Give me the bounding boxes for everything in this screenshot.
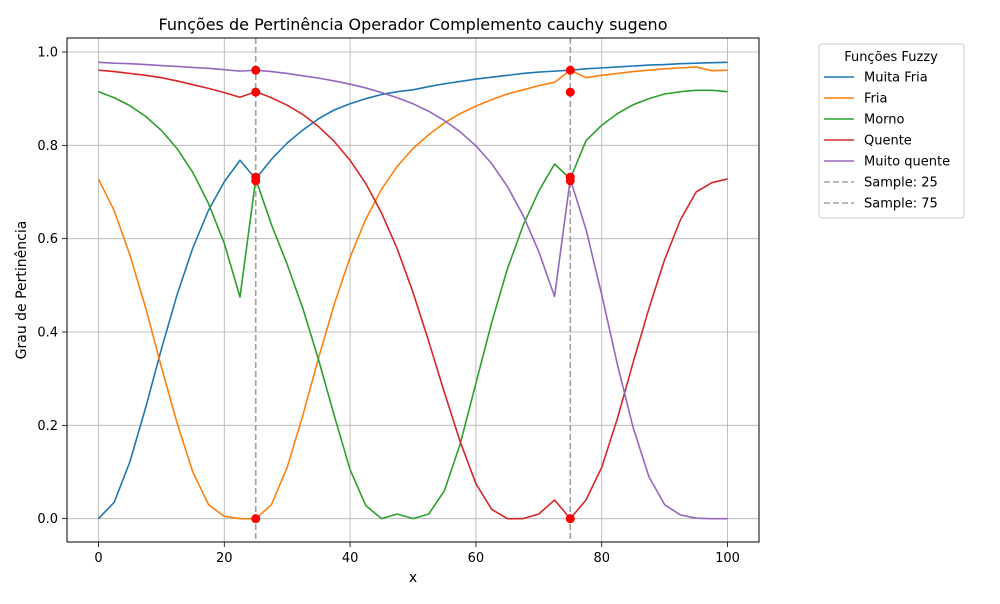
y-tick-label: 0.8 (37, 139, 58, 154)
legend: Funções Fuzzy Muita FriaFriaMornoQuenteM… (818, 43, 965, 219)
legend-frame (818, 43, 965, 219)
legend-items: Muita Fria Fria Morno Quente Muito quente Sam… (824, 71, 950, 212)
x-tick-label: 0 (94, 551, 102, 566)
chart-title: Funções de Pertinência Operador Compleme… (159, 15, 668, 34)
legend-label: Muita Fria (864, 71, 928, 86)
sample-point (251, 514, 261, 524)
series-line (98, 61, 728, 520)
grid (67, 38, 759, 542)
legend-title: Funções Fuzzy (844, 50, 938, 65)
x-tick-label: 40 (342, 551, 359, 566)
x-tick-label: 100 (715, 551, 740, 566)
y-tick-label: 0.0 (37, 512, 58, 527)
sample-point (565, 65, 575, 75)
sample-points (251, 65, 575, 524)
x-tick-label: 80 (593, 551, 610, 566)
legend-label: Fria (864, 92, 887, 107)
legend-label: Sample: 25 (864, 176, 938, 191)
x-tick-label: 60 (468, 551, 485, 566)
series-line (98, 69, 728, 520)
sample-point (251, 65, 261, 75)
legend-label: Sample: 75 (864, 197, 938, 212)
series-line (97, 66, 728, 520)
legend-label: Muito quente (864, 155, 950, 170)
y-tick-label: 0.4 (37, 326, 58, 341)
sample-point (251, 87, 261, 97)
x-axis-label: x (409, 570, 417, 586)
series-line (98, 89, 728, 520)
series-lines (97, 61, 728, 520)
y-tick-label: 1.0 (37, 46, 58, 61)
sample-point (565, 514, 575, 524)
sample-point (565, 87, 575, 97)
plot-area (97, 38, 728, 542)
legend-label: Morno (864, 113, 905, 128)
x-tick-label: 20 (216, 551, 233, 566)
legend-label: Quente (864, 134, 912, 149)
sample-point (251, 172, 261, 182)
sample-lines (254, 38, 572, 542)
y-axis-label: Grau de Pertinência (14, 221, 30, 360)
plot-frame (66, 37, 760, 543)
series-line (97, 61, 728, 520)
y-tick-label: 0.2 (37, 419, 58, 434)
sample-point (565, 172, 575, 182)
y-tick-label: 0.6 (37, 232, 58, 247)
y-axis-ticks: 0.0 0.2 0.4 0.6 0.8 1.0 (37, 46, 67, 527)
x-axis-ticks: 0 20 40 60 80 100 (94, 542, 740, 566)
